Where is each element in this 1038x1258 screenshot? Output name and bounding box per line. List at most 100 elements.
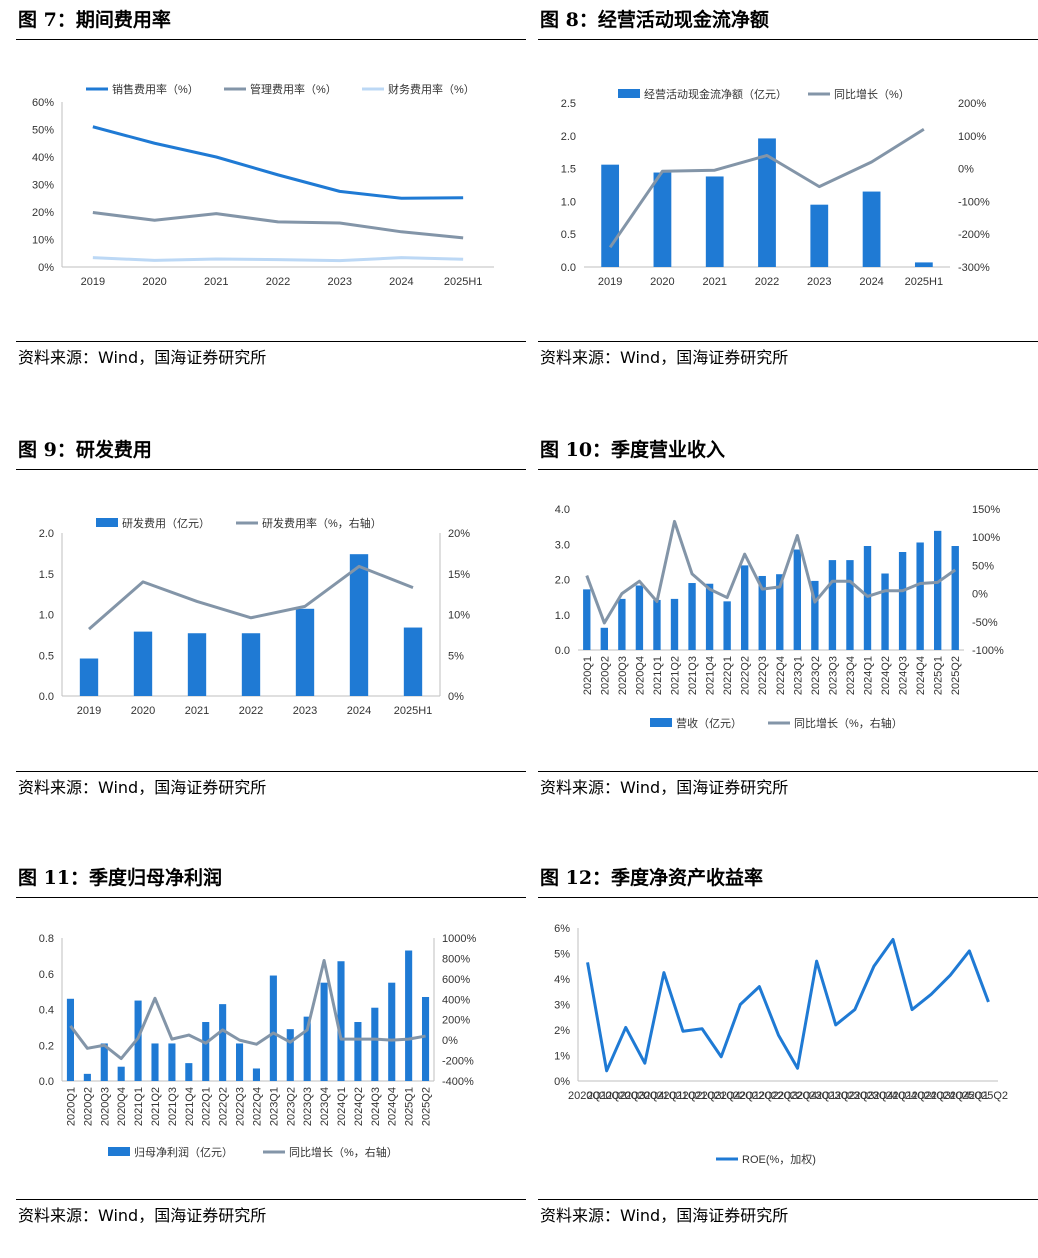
bar — [371, 1007, 379, 1081]
bar — [776, 574, 784, 650]
x-tick-label: 2021Q1 — [133, 1087, 145, 1126]
x-tick-label: 2019 — [81, 276, 105, 288]
y2-tick-label: 10% — [448, 610, 470, 622]
y-tick-label: 4.0 — [555, 504, 570, 516]
bar — [349, 554, 369, 696]
figure-source: 资料来源：Wind，国海证券研究所 — [538, 341, 1038, 373]
x-tick-label: 2024 — [389, 276, 413, 288]
x-tick-label: 2020Q2 — [82, 1087, 94, 1126]
x-tick-label: 2021Q4 — [702, 1090, 741, 1102]
x-tick-label: 2020Q1 — [65, 1087, 77, 1126]
x-tick-label: 2020Q4 — [625, 1090, 664, 1102]
y2-tick-label: 100% — [958, 131, 986, 143]
rd-expense-chart: 0.0 0.5 1.0 1.5 2.0 0% 5% 10% 15% 20% 2019 2020 2021… — [39, 516, 471, 717]
y2-tick-label: 800% — [442, 953, 470, 965]
x-tick-label: 2021 — [702, 276, 726, 288]
legend-swatch — [650, 718, 672, 727]
figure-8: 图 8：经营活动现金流净额 0.0 0.5 1.0 1.5 2.0 2.5 -300% -20… — [538, 0, 1038, 400]
x-tick-label: 2025Q2 — [950, 656, 962, 695]
x-tick-label: 2022Q2 — [218, 1087, 230, 1126]
y2-tick-label: -400% — [442, 1076, 474, 1088]
x-tick-label: 2024Q4 — [387, 1087, 399, 1126]
x-tick-label: 2021Q4 — [705, 656, 717, 695]
y-tick-label: 50% — [32, 125, 54, 137]
x-tick-label: 2020Q2 — [587, 1090, 626, 1102]
figure-source: 资料来源：Wind，国海证券研究所 — [16, 1199, 526, 1231]
y-tick-label: 0% — [38, 262, 54, 274]
bar — [388, 982, 396, 1081]
y-tick-label: 0.0 — [561, 262, 576, 274]
y-tick-label: 0.4 — [39, 1005, 54, 1017]
y2-tick-label: -300% — [958, 262, 990, 274]
figure-title: 图 8：经营活动现金流净额 — [538, 0, 1038, 40]
x-tick-label: 2024Q1 — [336, 1087, 348, 1126]
x-tick-label: 2023Q1 — [792, 656, 804, 695]
y-tick-label: 0.5 — [561, 229, 576, 241]
x-tick-label: 2020 — [650, 276, 674, 288]
y-tick-label: 2.0 — [555, 575, 570, 587]
x-tick-label: 2021Q4 — [184, 1087, 196, 1126]
x-tick-label: 2022 — [266, 276, 290, 288]
x-tick-label: 2023 — [293, 705, 317, 717]
x-tick-label: 2024Q3 — [898, 656, 910, 695]
bar — [863, 546, 872, 650]
x-tick-label: 2023Q2 — [285, 1087, 297, 1126]
legend-swatch — [108, 1147, 130, 1156]
x-tick-label: 2021Q2 — [663, 1090, 702, 1102]
bar — [653, 599, 661, 650]
bar — [133, 631, 153, 696]
legend-label: 经营活动现金流净额（亿元） — [644, 87, 787, 101]
x-tick-label: 2021Q1 — [652, 656, 664, 695]
bar — [286, 1029, 294, 1081]
y-tick-label: 5% — [554, 949, 570, 961]
bar — [723, 601, 731, 650]
figure-11: 图 11：季度归母净利润 0.0 0.2 0.4 0.6 0.8 -400% -200% 0%… — [16, 858, 526, 1258]
legend-label: ROE(%，加权) — [742, 1153, 816, 1166]
y2-tick-label: 600% — [442, 974, 470, 986]
bar — [134, 1000, 142, 1081]
bar — [354, 1022, 362, 1081]
x-tick-label: 2025H1 — [394, 705, 433, 717]
bar — [320, 982, 328, 1081]
legend-swatch — [96, 518, 118, 527]
bar — [235, 1043, 244, 1081]
x-tick-label: 2024Q1 — [873, 1090, 912, 1102]
legend-label: 销售费用率（%） — [112, 82, 199, 96]
x-tick-label: 2023Q3 — [827, 656, 839, 695]
y-tick-label: 3% — [554, 1000, 570, 1012]
y-tick-label: 0.0 — [39, 1076, 54, 1088]
bar — [295, 608, 315, 696]
y-tick-label: 2.5 — [561, 98, 576, 110]
legend-label: 归母净利润（亿元） — [134, 1145, 233, 1159]
bar — [898, 552, 907, 650]
bar — [151, 1043, 159, 1081]
bar — [421, 996, 430, 1081]
y-tick-label: 3.0 — [555, 539, 570, 551]
bar — [202, 1022, 210, 1081]
x-tick-label: 2021Q3 — [167, 1087, 179, 1126]
x-tick-label: 2025Q1 — [404, 1087, 416, 1126]
series-line — [69, 958, 426, 1061]
y-tick-label: 0% — [554, 1076, 570, 1088]
x-tick-label: 2025H1 — [444, 276, 483, 288]
x-tick-label: 2023Q3 — [835, 1090, 874, 1102]
y-tick-label: 1.0 — [555, 610, 570, 622]
x-tick-label: 2023 — [327, 276, 351, 288]
x-tick-label: 2025H1 — [905, 276, 944, 288]
x-tick-label: 2022 — [755, 276, 779, 288]
y2-tick-label: 0% — [958, 164, 974, 176]
bar — [303, 1016, 311, 1081]
x-tick-label: 2021 — [185, 705, 209, 717]
y2-tick-label: 15% — [448, 569, 470, 581]
x-tick-label: 2020Q4 — [116, 1087, 128, 1126]
series-line — [92, 211, 464, 240]
x-tick-label: 2023 — [807, 276, 831, 288]
x-tick-label: 2021Q2 — [150, 1087, 162, 1126]
figure-10: 图 10：季度营业收入 0.0 1.0 2.0 3.0 4.0 -100% -50% 0% 50… — [538, 430, 1038, 830]
y-tick-label: 0.5 — [39, 650, 54, 662]
x-tick-label: 2022Q1 — [201, 1087, 213, 1126]
x-tick-label: 2021Q3 — [687, 656, 699, 695]
y-tick-label: 6% — [554, 923, 570, 935]
y-tick-label: 0.6 — [39, 969, 54, 981]
bar — [601, 164, 620, 267]
